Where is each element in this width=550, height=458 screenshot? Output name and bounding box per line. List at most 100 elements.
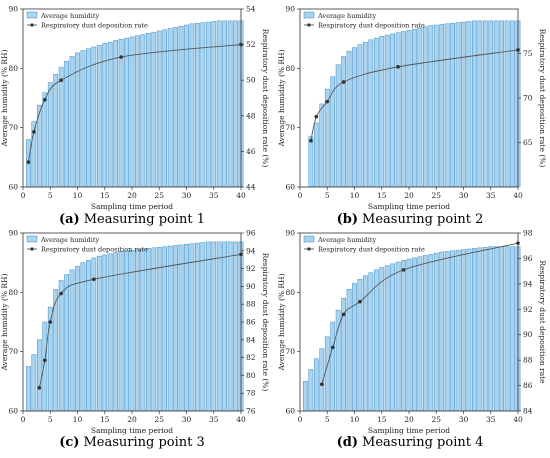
- humidity-bar: [184, 244, 189, 412]
- legend-humidity-label: Average humidity: [40, 236, 99, 244]
- humidity-bar: [64, 274, 69, 412]
- y-right-tick-label: 75: [523, 49, 533, 58]
- humidity-bar: [31, 354, 37, 412]
- deposition-point: [119, 55, 123, 59]
- humidity-bar: [135, 35, 140, 188]
- y-left-tick-label: 90: [8, 229, 18, 238]
- y-right-tick-label: 94: [246, 246, 256, 255]
- y-left-tick-label: 70: [8, 347, 18, 356]
- humidity-bar: [406, 258, 412, 412]
- humidity-bar: [493, 20, 499, 188]
- x-tick-label: 40: [513, 191, 523, 200]
- y-right-tick-label: 88: [246, 300, 256, 309]
- deposition-line: [38, 253, 242, 388]
- legend-deposition-label: Respiratory dust deposition rate: [318, 22, 425, 30]
- deposition-point: [314, 114, 319, 119]
- humidity-bar: [428, 25, 434, 188]
- legend-humidity-label: Average humidity: [40, 12, 99, 20]
- x-tick-label: 20: [404, 415, 414, 424]
- humidity-bar: [205, 241, 211, 412]
- y-right-tick-label: 98: [523, 229, 533, 238]
- chart-panel-3: 0 5 10 15 20 25 30 35 40 60 70 80 90 76 78 80 82 84 86 88 90…: [0, 229, 270, 451]
- humidity-bar: [488, 20, 494, 188]
- x-tick-label: 30: [459, 415, 469, 424]
- legend-bar-swatch: [303, 11, 315, 19]
- humidity-bar: [129, 249, 135, 412]
- humidity-bar: [444, 23, 450, 188]
- humidity-bar: [433, 252, 439, 412]
- humidity-bar: [124, 250, 129, 412]
- y-right-tick-label: 86: [246, 318, 256, 327]
- humidity-bar: [363, 275, 368, 412]
- chart-panel-2: 0 5 10 15 20 25 30 35 40 60 70 80 90 65 70 75 Sampling t…: [277, 5, 547, 228]
- legend-bar-swatch: [26, 235, 38, 243]
- y-left-axis-label: Average humidity (% RH): [277, 273, 286, 371]
- x-tick-label: 10: [350, 191, 360, 200]
- deposition-point: [239, 42, 243, 47]
- x-tick-label: 40: [236, 191, 246, 200]
- humidity-bar: [140, 34, 146, 188]
- humidity-bar: [379, 36, 385, 188]
- humidity-bar: [346, 50, 352, 188]
- panel-caption: (a) Measuring point 1: [59, 212, 205, 227]
- legend-deposition-label: Respiratory dust deposition rate: [41, 246, 148, 254]
- y-left-axis-label: Average humidity (% RH): [0, 49, 9, 147]
- deposition-point: [396, 65, 400, 69]
- humidity-bar: [482, 246, 488, 412]
- legend-point-swatch: [307, 23, 311, 27]
- humidity-bar: [162, 246, 168, 412]
- humidity-bar: [433, 24, 439, 188]
- caption-label: (d): [337, 435, 358, 450]
- legend: Average humidity Respiratory dust deposit…: [26, 235, 148, 254]
- humidity-bar: [444, 251, 450, 412]
- y-right-tick-label: 88: [523, 356, 533, 365]
- humidity-bar: [53, 74, 59, 188]
- deposition-point: [309, 138, 313, 143]
- y-right-tick-label: 46: [246, 147, 256, 156]
- y-left-tick-label: 90: [285, 229, 295, 238]
- humidity-bar: [58, 66, 64, 188]
- deposition-point: [43, 97, 47, 102]
- humidity-bar: [211, 241, 217, 412]
- legend-humidity-label: Average humidity: [317, 12, 376, 20]
- deposition-point: [320, 382, 324, 387]
- humidity-bar: [64, 60, 69, 188]
- humidity-bar: [308, 369, 314, 412]
- y-right-tick-label: 65: [523, 138, 533, 147]
- y-right-tick-label: 52: [246, 40, 256, 49]
- humidity-bar: [96, 44, 102, 188]
- x-tick-label: 15: [377, 191, 387, 200]
- legend-point-swatch: [30, 247, 34, 251]
- humidity-bar: [450, 22, 455, 188]
- humidity-bar: [406, 30, 412, 188]
- humidity-bar: [69, 56, 75, 188]
- y-left-axis-label: Average humidity (% RH): [0, 273, 9, 371]
- x-tick-label: 30: [182, 191, 192, 200]
- y-right-tick-label: 44: [246, 183, 256, 192]
- humidity-bar: [499, 246, 505, 412]
- humidity-bar: [47, 82, 53, 188]
- humidity-bar: [510, 246, 515, 412]
- x-tick-label: 35: [209, 415, 219, 424]
- legend-humidity-label: Average humidity: [317, 236, 376, 244]
- humidity-bar: [504, 20, 510, 188]
- humidity-bar: [477, 20, 483, 188]
- x-tick-label: 5: [325, 191, 330, 200]
- y-right-tick-label: 84: [523, 407, 533, 416]
- humidity-bar: [222, 241, 228, 412]
- humidity-bar: [80, 262, 86, 412]
- humidity-bar: [69, 269, 75, 412]
- y-left-tick-label: 80: [8, 288, 18, 297]
- deposition-point: [43, 358, 47, 363]
- caption-text: Measuring point 1: [84, 212, 205, 227]
- humidity-bar: [107, 41, 113, 188]
- x-axis-label: Sampling time period: [368, 426, 450, 435]
- humidity-bar: [395, 261, 401, 412]
- y-right-tick-label: 70: [523, 94, 533, 103]
- y-left-tick-label: 90: [8, 5, 18, 14]
- humidity-bar: [352, 47, 357, 188]
- deposition-point: [330, 345, 335, 350]
- humidity-bars: [303, 246, 521, 412]
